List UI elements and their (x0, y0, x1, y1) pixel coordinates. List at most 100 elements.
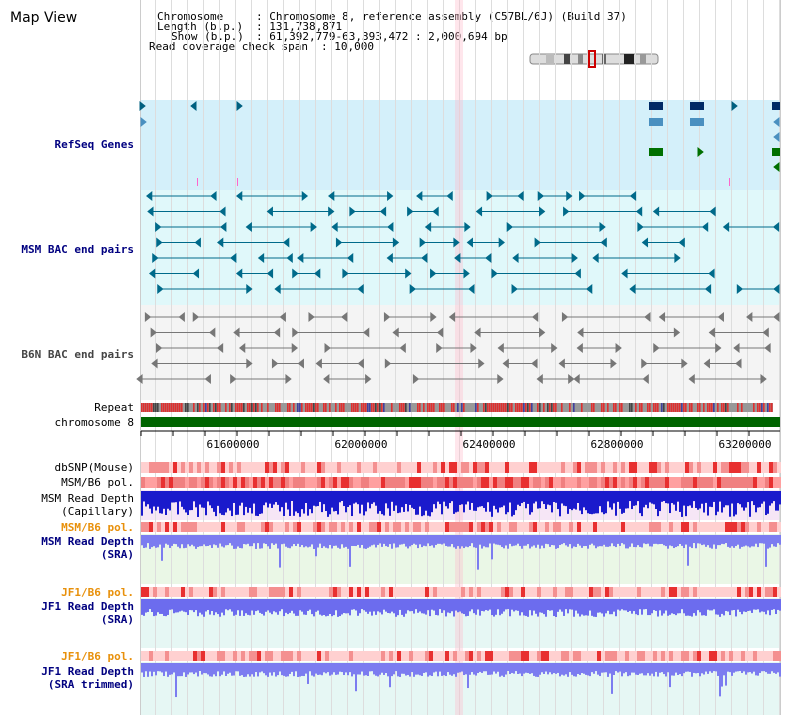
msm-sra-depth-bar (389, 535, 391, 545)
refseq-gene-arrow (773, 131, 780, 143)
jf1-sra-depth-bar (273, 599, 275, 612)
jf1-sra-depth-bar (579, 599, 581, 617)
msm-sra-depth-bar (589, 535, 591, 545)
jf1-trim-depth-bar (303, 663, 305, 677)
jf1-sra-depth-bar (403, 599, 405, 617)
bac-end-marker (599, 221, 606, 233)
jf1-trim-depth-bar (277, 663, 279, 676)
msm-capillary-depth-bar (347, 491, 349, 507)
jf1-sra-depth-bar (581, 599, 583, 615)
msm-sra-depth-bar (323, 535, 325, 547)
msm-sra-depth-bar (201, 535, 203, 547)
jf1-trim-depth-bar (705, 663, 707, 672)
jf1-b6-pol-trim-heat-cell (513, 651, 517, 661)
jf1-trim-depth-bar (309, 663, 311, 672)
jf1-sra-depth-bar (291, 599, 293, 611)
jf1-trim-depth-bar (343, 663, 345, 676)
msm-sra-depth-bar (383, 535, 385, 544)
jf1-b6-pol-trim-heat-cell (449, 651, 453, 661)
jf1-sra-depth-bar (749, 599, 751, 611)
jf1-b6-pol-heat-cell (169, 587, 173, 597)
jf1-sra-depth-bar (271, 599, 273, 615)
msm-b6-pol-sra-heat-cell (173, 522, 177, 532)
repeat-segment (313, 403, 315, 412)
jf1-b6-pol-trim-heat-cell (433, 651, 437, 661)
msm-sra-depth-bar (331, 535, 333, 549)
jf1-trim-depth-bar (613, 663, 615, 675)
msm-b6-pol-sra-heat-cell (589, 522, 593, 532)
jf1-b6-pol-heat-cell (553, 587, 557, 597)
repeat-segment (741, 403, 743, 412)
msm-capillary-depth-bar (601, 491, 603, 513)
dbsnp-heat-cell (429, 462, 433, 473)
jf1-b6-pol-trim-heat-cell (773, 651, 777, 661)
bac-end-marker (246, 283, 253, 295)
msm-sra-depth-bar (647, 535, 649, 544)
jf1-trim-depth-bar (641, 663, 643, 674)
jf1-sra-depth-bar (657, 599, 659, 617)
chromosome-ideogram[interactable] (528, 50, 662, 68)
jf1-trim-depth-bar (375, 663, 377, 676)
repeat-segment (219, 403, 221, 412)
bac-end-marker (475, 206, 483, 217)
jf1-sra-depth-bar (283, 599, 285, 617)
dbsnp-heat-cell (561, 462, 565, 473)
jf1-trim-depth-bar (417, 663, 419, 675)
msm-capillary-depth-bar (703, 491, 705, 513)
bac-end-marker (592, 252, 599, 264)
jf1-sra-depth-bar (211, 599, 213, 612)
msm-sra-depth-bar (545, 535, 547, 544)
jf1-b6-pol-heat-cell (657, 587, 661, 597)
repeat-segment (163, 403, 165, 412)
msm-b6-pol-heat-cell (289, 477, 293, 488)
jf1-b6-pol-heat-cell (701, 587, 705, 597)
msm-b6-pol-heat-cell (617, 477, 621, 488)
msm-b6-pol-heat-cell (557, 477, 561, 488)
repeat-segment (475, 403, 477, 412)
jf1-sra-depth-bar (319, 599, 321, 615)
dbsnp-heat-cell (385, 462, 389, 473)
msm-sra-depth-bar (451, 535, 453, 545)
msm-sra-depth-bar (215, 535, 217, 546)
jf1-b6-pol-trim-heat-cell (321, 651, 325, 661)
jf1-b6-pol-heat-cell (749, 587, 753, 597)
msm-sra-depth-bar (271, 535, 273, 544)
msm-sra-depth-bar (679, 535, 681, 544)
msm-b6-pol-sra-heat-cell (609, 522, 613, 532)
jf1-b6-pol-trim-heat-cell (437, 651, 441, 661)
dbsnp-heat-cell (657, 462, 661, 473)
grid-line (779, 0, 780, 715)
dbsnp-heat-cell (189, 462, 193, 473)
jf1-b6-pol-heat-cell (673, 587, 677, 597)
dbsnp-heat-cell (589, 462, 593, 473)
jf1-b6-pol-heat-cell (653, 587, 657, 597)
msm-sra-depth-bar (769, 535, 771, 548)
bac-end-marker (328, 190, 335, 202)
jf1-trim-depth-bar (717, 663, 719, 676)
dbsnp-heat-cell (345, 462, 349, 473)
jf1-b6-pol-trim-heat-cell (237, 651, 241, 661)
msm-capillary-depth-bar (509, 491, 511, 503)
repeat-segment (653, 403, 655, 412)
msm-b6-pol-heat-cell (757, 477, 761, 488)
jf1-sra-depth-bar (707, 599, 709, 610)
repeat-segment (197, 403, 199, 412)
msm-capillary-depth-bar (663, 491, 665, 502)
jf1-sra-depth-bar (463, 599, 465, 615)
msm-capillary-depth-bar (623, 491, 625, 513)
bac-end-marker (157, 283, 164, 295)
msm-capillary-depth-bar (285, 491, 287, 503)
msm-capillary-depth-bar (283, 491, 285, 516)
repeat-segment (317, 403, 319, 412)
bac-end-marker (629, 190, 637, 202)
msm-b6-pol-heat-cell (309, 477, 313, 488)
msm-sra-depth-bar (495, 535, 497, 545)
jf1-trim-depth-bar (503, 663, 505, 677)
jf1-sra-depth-bar (521, 599, 523, 613)
msm-b6-pol-sra-heat-cell (633, 522, 637, 532)
jf1-trim-depth-bar (317, 663, 319, 675)
jf1-sra-depth-bar (387, 599, 389, 614)
repeat-segment (141, 403, 143, 412)
repeat-segment (381, 403, 383, 412)
